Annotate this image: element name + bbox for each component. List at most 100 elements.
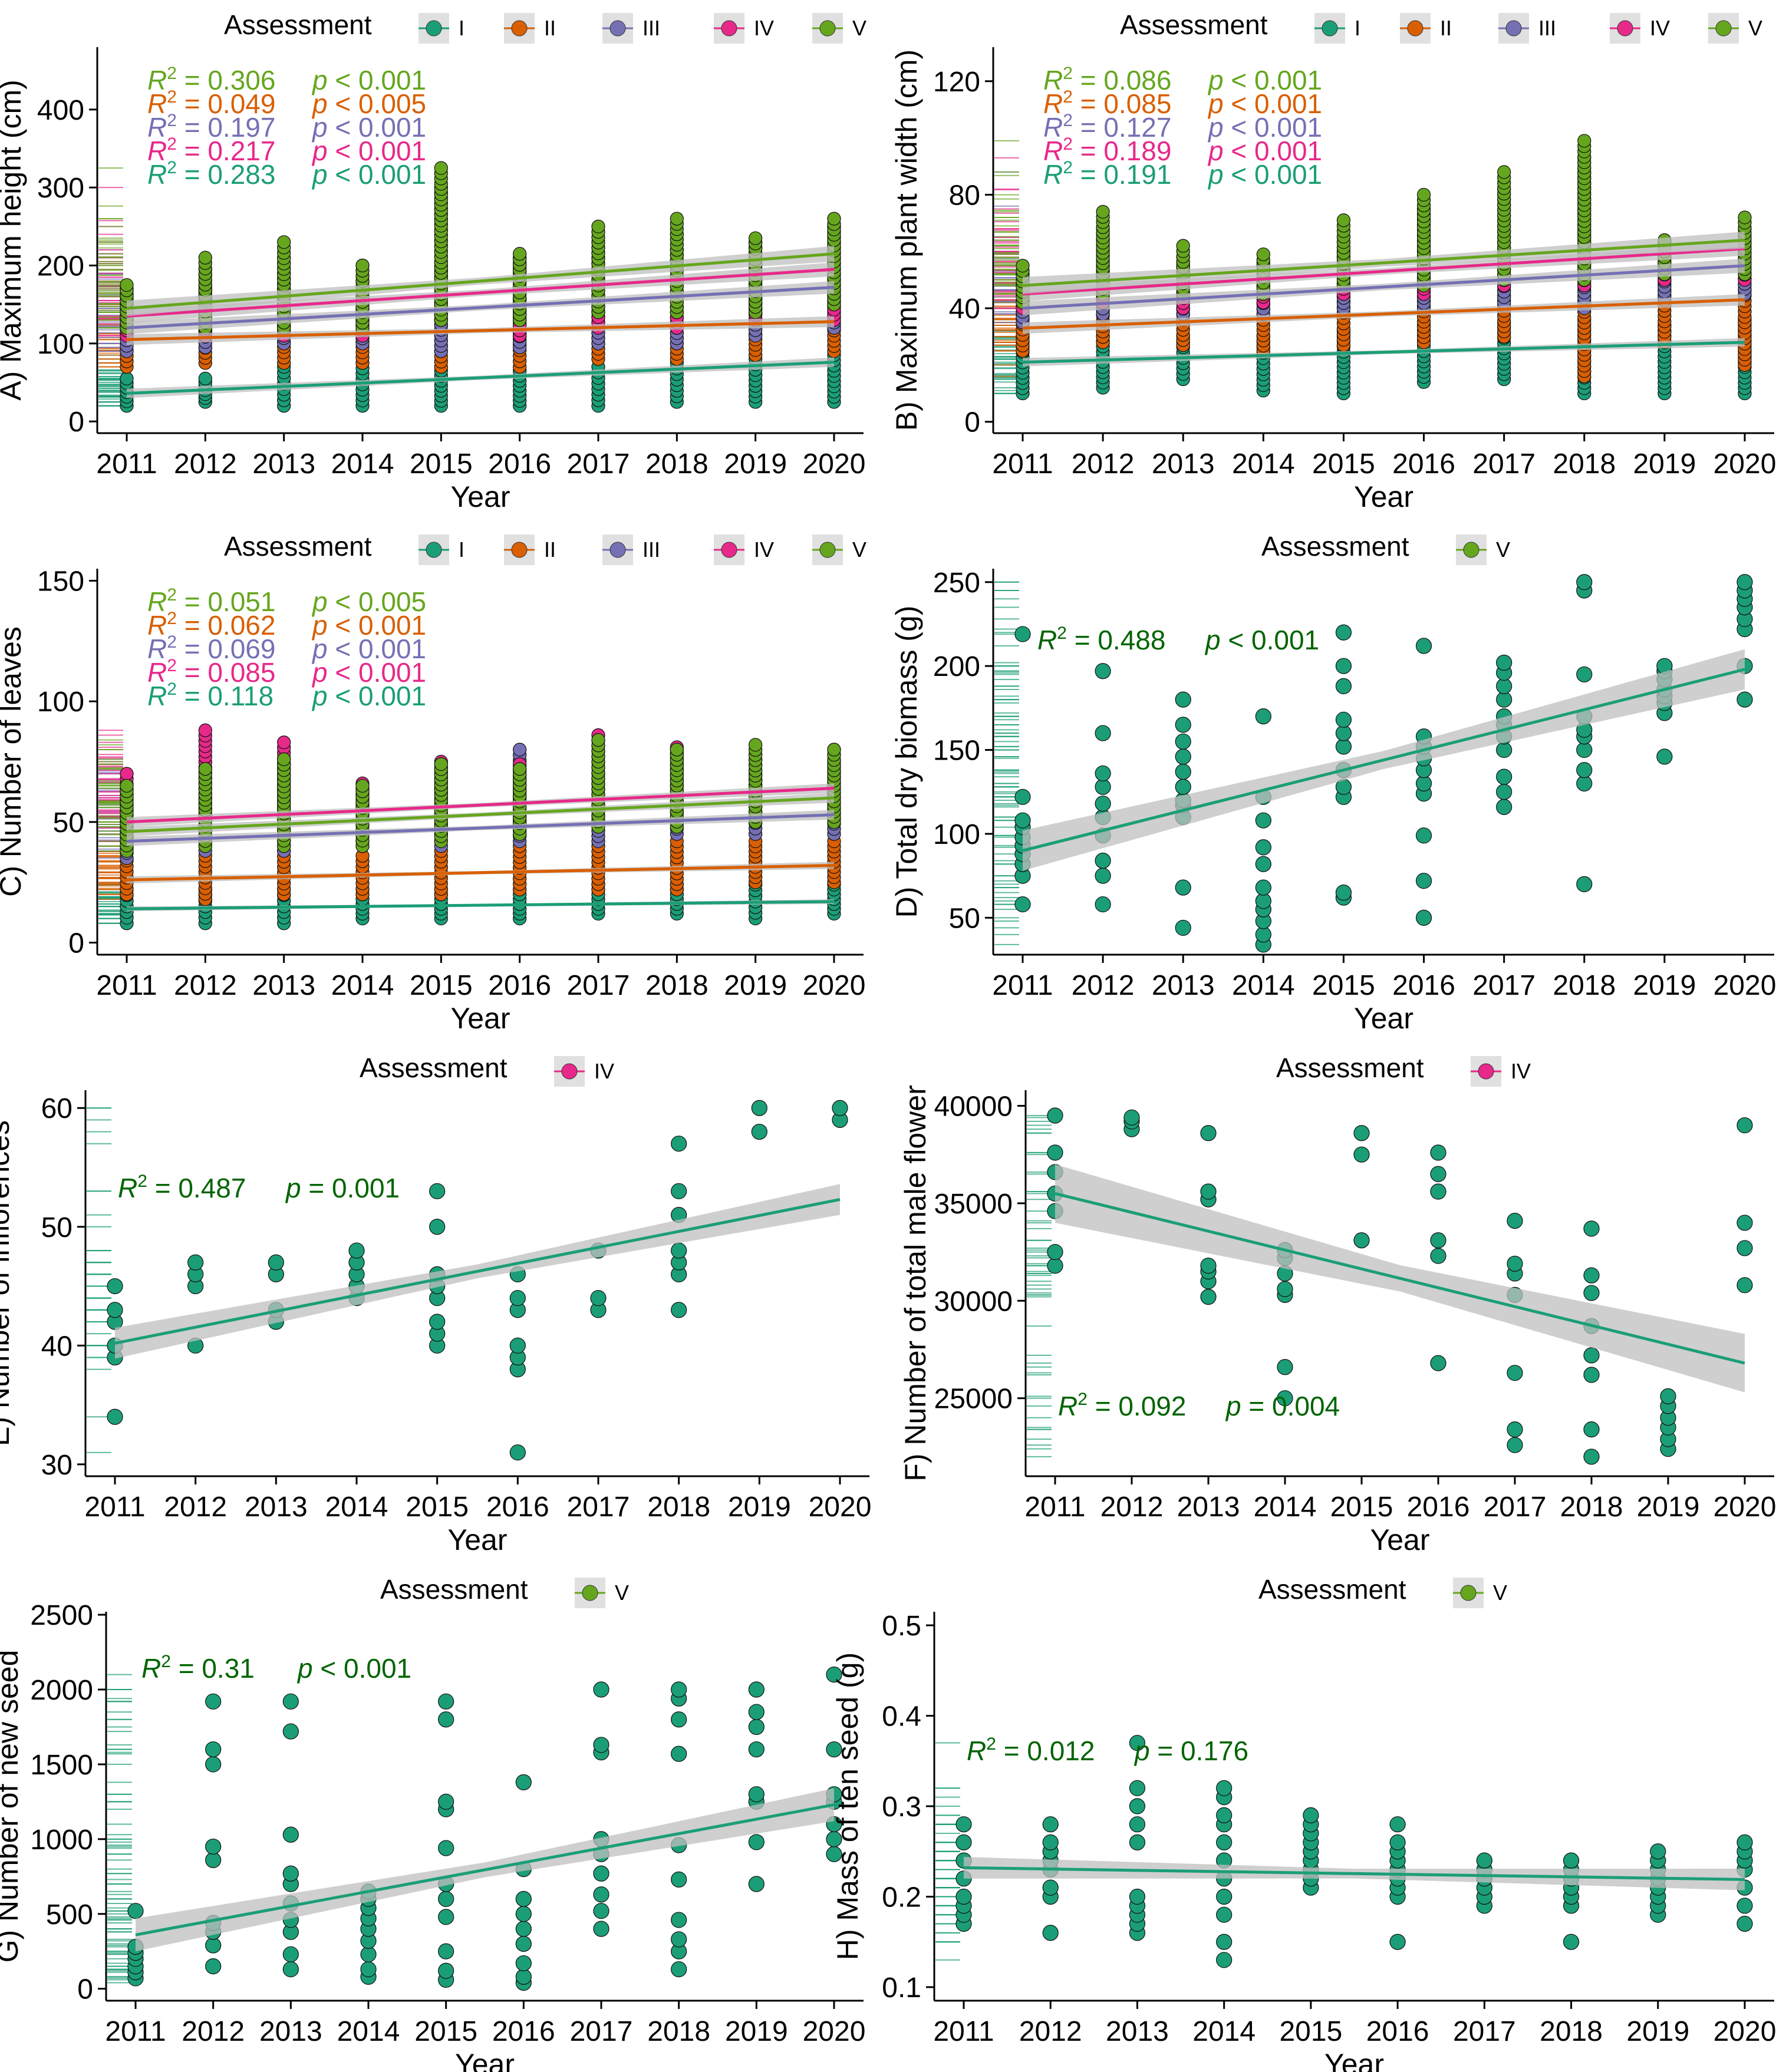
data-point — [1353, 1232, 1370, 1249]
data-point — [827, 743, 841, 757]
data-point — [1496, 654, 1513, 671]
data-point — [438, 1890, 454, 1907]
x-tick-label: 2019 — [1633, 970, 1696, 1001]
x-tick-label: 2013 — [245, 1492, 308, 1523]
y-tick-label: 100 — [37, 687, 84, 718]
data-point — [749, 738, 763, 752]
data-point — [1047, 1243, 1063, 1261]
x-tick-label: 2011 — [84, 1492, 145, 1523]
data-point — [434, 757, 448, 771]
stat-p: p < 0.001 — [311, 136, 426, 166]
data-point — [277, 235, 291, 249]
legend-label: I — [459, 16, 464, 40]
rug-marks — [87, 1107, 111, 1453]
stat-r2: R2 = 0.283 — [147, 158, 275, 190]
legend-title: Assessment — [224, 9, 372, 40]
x-tick-label: 2016 — [488, 970, 551, 1001]
data-point — [1563, 1852, 1580, 1869]
x-tick-label: 2014 — [331, 970, 394, 1001]
y-axis-title: F) Number of total male flower — [899, 1085, 932, 1481]
x-tick-label: 2019 — [1633, 448, 1696, 480]
data-point — [1014, 626, 1031, 642]
x-tick-label: 2012 — [1072, 970, 1135, 1001]
data-point — [348, 1242, 365, 1259]
y-tick-label: 80 — [949, 180, 980, 211]
data-point — [591, 219, 605, 233]
data-point — [1430, 1144, 1446, 1161]
regression-line-I — [1022, 341, 1745, 364]
rug-marks — [935, 1742, 960, 1961]
stat-p: p < 0.001 — [311, 112, 426, 143]
x-tick-label: 2020 — [803, 448, 866, 480]
regression-line-III — [1022, 264, 1745, 310]
data-point — [670, 743, 684, 757]
data-point — [1430, 1248, 1446, 1264]
rug-marks — [98, 167, 123, 407]
y-axis-title: B) Maximum plant width (cm) — [890, 50, 923, 431]
data-point — [1335, 885, 1352, 901]
rug-marks — [994, 140, 1019, 394]
data-point — [1507, 1365, 1523, 1381]
y-tick-label: 50 — [53, 807, 84, 839]
legend-key-point — [1407, 20, 1423, 37]
data-point — [1095, 663, 1111, 679]
data-point — [1576, 574, 1593, 590]
data-point — [1095, 852, 1111, 869]
data-point — [1415, 827, 1432, 844]
data-point — [187, 1254, 204, 1271]
y-tick-label: 2000 — [30, 1675, 93, 1706]
data-point — [1175, 778, 1191, 795]
data-point — [593, 1681, 609, 1698]
stat-r2: R2 = 0.086 — [1043, 64, 1171, 95]
x-tick-label: 2020 — [803, 2016, 866, 2047]
data-point — [671, 1136, 687, 1152]
regression-line-II — [126, 320, 835, 341]
y-tick-label: 0 — [77, 1974, 93, 2005]
panel-G: Assessment V 0 500 1000 1500 2000 2500 2011 2012 2… — [0, 1574, 865, 2072]
data-point — [1660, 1388, 1676, 1404]
x-tick-label: 2015 — [410, 970, 473, 1001]
legend-label: V — [1493, 1581, 1507, 1605]
legend-label: II — [544, 537, 556, 562]
x-tick-label: 2013 — [259, 2016, 322, 2047]
data-point — [438, 1909, 454, 1925]
x-tick-label: 2016 — [488, 448, 551, 480]
data-point — [1583, 1449, 1600, 1465]
x-tick-label: 2017 — [570, 2016, 633, 2047]
data-point — [1336, 213, 1351, 227]
data-point — [1430, 1232, 1446, 1249]
data-point — [1175, 919, 1191, 936]
y-tick-label: 100 — [933, 819, 980, 850]
data-point — [515, 1968, 532, 1985]
panel-D: Assessment V 50 100 150 200 250 2011 2012 2013 201… — [890, 531, 1776, 1035]
stat-r2: R2 = 0.118 — [147, 679, 273, 711]
y-axis-title: C) Number of leaves — [0, 626, 27, 897]
stat-r2: R2 = 0.217 — [147, 134, 275, 166]
y-tick-label: 0.3 — [882, 1791, 921, 1823]
data-point — [282, 1826, 299, 1843]
stat-r2: R2 = 0.012 — [967, 1734, 1095, 1766]
data-point — [593, 1886, 609, 1903]
stat-p: p < 0.001 — [1207, 65, 1322, 95]
data-point — [1389, 1816, 1406, 1833]
data-point — [1496, 784, 1513, 800]
legend-key-point — [1505, 20, 1522, 37]
panel-H: Assessment V 0.1 0.2 0.3 0.4 0.5 2011 2012 2013 20… — [831, 1574, 1776, 2072]
data-point — [107, 1302, 123, 1318]
x-tick-label: 2013 — [1152, 448, 1215, 480]
data-point — [1576, 666, 1593, 683]
regression-line-V — [126, 252, 835, 310]
x-tick-label: 2015 — [410, 448, 473, 480]
series-I — [120, 348, 841, 413]
data-point — [438, 1693, 454, 1710]
data-point — [360, 1946, 377, 1962]
data-point — [593, 1737, 609, 1753]
legend-key-point — [561, 1063, 578, 1080]
x-tick-label: 2019 — [725, 2016, 788, 2047]
data-point — [1047, 1107, 1063, 1124]
data-point — [515, 1921, 532, 1937]
x-tick-label: 2011 — [992, 448, 1053, 480]
data-point — [1042, 1925, 1059, 1941]
